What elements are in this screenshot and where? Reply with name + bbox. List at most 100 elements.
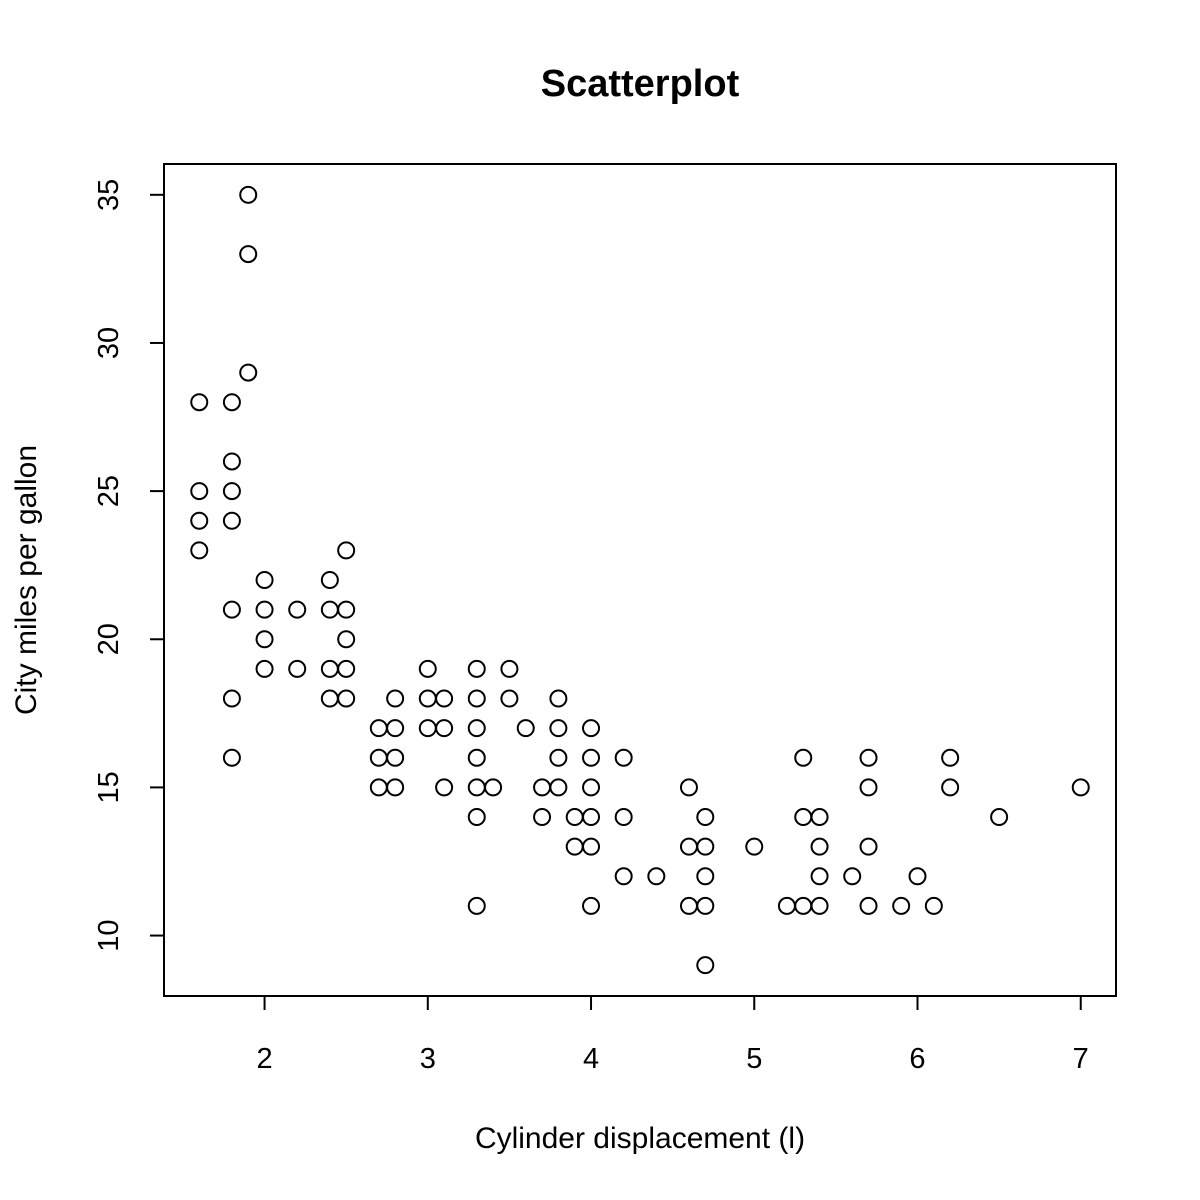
y-axis-label: City miles per gallon: [10, 445, 43, 715]
data-point: [500, 689, 519, 708]
data-point: [794, 896, 813, 915]
data-point: [549, 778, 568, 797]
data-point: [696, 808, 715, 827]
data-point: [484, 778, 503, 797]
data-point: [239, 245, 258, 264]
y-tick-label: 10: [93, 919, 125, 951]
data-point: [647, 867, 666, 886]
y-tick-label: 35: [93, 179, 125, 211]
y-axis: 10 15 20 25 30 35: [93, 179, 165, 952]
data-point: [239, 363, 258, 382]
data-point: [582, 778, 601, 797]
data-point: [222, 689, 241, 708]
data-point: [745, 837, 764, 856]
data-point: [614, 748, 633, 767]
data-point: [1071, 778, 1090, 797]
x-axis-label: Cylinder displacement (l): [475, 1122, 805, 1155]
data-point: [222, 748, 241, 767]
data-point: [435, 719, 454, 738]
data-point: [696, 867, 715, 886]
data-point: [810, 867, 829, 886]
data-point: [892, 896, 911, 915]
data-point: [614, 867, 633, 886]
data-point: [679, 778, 698, 797]
data-point: [337, 659, 356, 678]
data-point: [859, 778, 878, 797]
data-point: [582, 748, 601, 767]
data-point: [941, 778, 960, 797]
data-point: [418, 689, 437, 708]
data-point: [467, 896, 486, 915]
data-point: [369, 778, 388, 797]
data-point: [288, 600, 307, 619]
data-point: [549, 748, 568, 767]
data-point: [418, 719, 437, 738]
data-point: [794, 748, 813, 767]
data-point: [190, 393, 209, 412]
data-point: [467, 748, 486, 767]
data-point: [337, 689, 356, 708]
data-point: [696, 956, 715, 975]
data-point: [533, 778, 552, 797]
data-point: [582, 808, 601, 827]
data-point: [337, 600, 356, 619]
data-point: [843, 867, 862, 886]
x-tick-label: 2: [256, 1043, 272, 1075]
x-tick-label: 6: [909, 1043, 925, 1075]
x-tick-label: 4: [583, 1043, 599, 1075]
data-point: [777, 896, 796, 915]
data-point: [337, 630, 356, 649]
data-point: [696, 896, 715, 915]
data-point: [549, 719, 568, 738]
data-point: [222, 511, 241, 530]
data-point: [288, 659, 307, 678]
y-tick-label: 25: [93, 475, 125, 507]
y-tick-label: 15: [93, 771, 125, 803]
data-point: [320, 659, 339, 678]
plot-frame: [163, 163, 1117, 997]
data-points: [190, 185, 1090, 975]
data-point: [565, 808, 584, 827]
data-point: [222, 482, 241, 501]
data-point: [794, 808, 813, 827]
data-point: [435, 689, 454, 708]
data-point: [190, 511, 209, 530]
data-point: [239, 185, 258, 204]
data-point: [386, 719, 405, 738]
x-tick-label: 3: [420, 1043, 436, 1075]
data-point: [500, 659, 519, 678]
data-point: [859, 748, 878, 767]
data-point: [467, 778, 486, 797]
data-point: [386, 748, 405, 767]
data-point: [386, 778, 405, 797]
data-point: [190, 541, 209, 560]
data-point: [990, 808, 1009, 827]
data-point: [190, 482, 209, 501]
data-point: [467, 808, 486, 827]
data-point: [679, 837, 698, 856]
data-point: [582, 837, 601, 856]
data-point: [435, 778, 454, 797]
chart-title: Scatterplot: [541, 63, 740, 105]
data-point: [810, 837, 829, 856]
data-point: [369, 748, 388, 767]
data-point: [418, 659, 437, 678]
data-point: [679, 896, 698, 915]
data-point: [908, 867, 927, 886]
data-point: [222, 393, 241, 412]
data-point: [255, 600, 274, 619]
data-point: [859, 896, 878, 915]
data-point: [582, 896, 601, 915]
y-tick-label: 20: [93, 623, 125, 655]
data-point: [255, 659, 274, 678]
data-point: [516, 719, 535, 738]
data-point: [369, 719, 388, 738]
data-point: [696, 837, 715, 856]
data-point: [337, 541, 356, 560]
data-point: [533, 808, 552, 827]
data-point: [255, 571, 274, 589]
data-point: [320, 600, 339, 619]
data-point: [320, 689, 339, 708]
data-point: [941, 748, 960, 767]
